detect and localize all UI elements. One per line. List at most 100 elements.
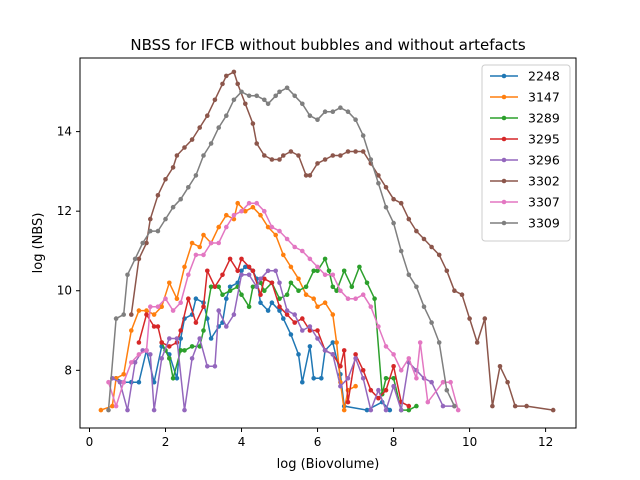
data-point [262, 97, 267, 103]
data-point [284, 292, 290, 298]
data-point [125, 407, 130, 413]
x-tick-label: 8 [390, 435, 398, 449]
data-point [292, 93, 298, 99]
data-point [292, 320, 298, 325]
data-point [459, 292, 465, 298]
data-point [429, 320, 434, 325]
data-point [288, 264, 294, 270]
data-point [106, 379, 111, 385]
data-point [129, 312, 134, 317]
data-point [345, 399, 351, 405]
data-point [429, 244, 434, 250]
data-point [113, 403, 119, 409]
data-point [436, 252, 442, 258]
data-point [349, 284, 355, 290]
data-point [300, 316, 305, 321]
data-point [186, 185, 191, 190]
data-point [227, 256, 233, 262]
data-point [345, 149, 351, 154]
data-point [167, 336, 172, 341]
data-point [288, 332, 294, 337]
legend-entry: 2248 [490, 69, 560, 84]
data-point [322, 109, 328, 114]
data-point [197, 336, 202, 341]
data-point [136, 308, 142, 313]
data-point [129, 328, 134, 333]
data-point [178, 348, 183, 353]
data-point [398, 200, 404, 206]
data-point [201, 252, 206, 258]
data-point [273, 232, 279, 238]
data-point [201, 153, 206, 158]
data-point [326, 268, 332, 274]
data-point [353, 356, 358, 361]
data-point [159, 304, 164, 310]
data-point [383, 204, 389, 210]
legend-label: 3309 [528, 216, 560, 231]
legend-label: 3147 [528, 90, 560, 105]
data-point [391, 376, 396, 381]
data-point [106, 407, 111, 413]
data-point [315, 268, 320, 274]
data-point [284, 85, 290, 91]
data-point [353, 383, 358, 389]
data-point [186, 272, 191, 278]
legend-label: 3289 [528, 111, 560, 126]
data-point [159, 340, 164, 345]
data-point [341, 268, 347, 274]
data-point [414, 228, 419, 234]
data-point [376, 395, 381, 401]
data-point [246, 264, 252, 270]
data-point [239, 256, 244, 262]
data-point [296, 352, 301, 357]
data-point [144, 312, 149, 317]
data-point [372, 296, 377, 302]
series-line-3309 [107, 87, 456, 411]
data-point [353, 117, 358, 122]
data-point [265, 308, 271, 313]
data-point [151, 407, 157, 413]
data-point [315, 304, 320, 310]
data-point [113, 316, 119, 321]
data-point [121, 379, 126, 385]
data-point [273, 268, 279, 274]
data-point [201, 328, 206, 333]
data-point [231, 97, 237, 103]
data-point [155, 324, 161, 329]
data-point [376, 387, 381, 393]
data-point [406, 272, 412, 278]
data-point [311, 268, 317, 274]
data-point [376, 324, 381, 329]
data-point [296, 153, 301, 158]
data-point [220, 292, 225, 298]
data-point [311, 296, 317, 302]
data-point [391, 196, 396, 202]
data-point [364, 407, 370, 413]
data-point [144, 240, 149, 246]
data-point [254, 200, 259, 206]
data-point [208, 240, 214, 246]
data-point [231, 212, 237, 218]
data-point [193, 252, 199, 258]
data-point [300, 248, 305, 254]
x-axis-ticks: 0 2 4 6 8 10 12 [86, 428, 553, 449]
data-point [330, 312, 336, 317]
data-point [258, 292, 263, 298]
data-point [205, 268, 210, 274]
data-point [360, 133, 366, 138]
data-point [497, 364, 503, 369]
data-point [383, 407, 389, 413]
data-point [330, 352, 336, 357]
data-point [189, 344, 195, 349]
data-point [391, 383, 396, 389]
data-point [212, 284, 218, 290]
y-tick-label: 8 [64, 363, 72, 377]
data-point [250, 204, 256, 210]
data-point [330, 109, 336, 114]
data-point [406, 216, 412, 222]
data-point [391, 352, 396, 357]
data-point [292, 244, 298, 250]
data-point [220, 81, 225, 87]
data-point [227, 284, 233, 290]
data-point [550, 407, 556, 413]
